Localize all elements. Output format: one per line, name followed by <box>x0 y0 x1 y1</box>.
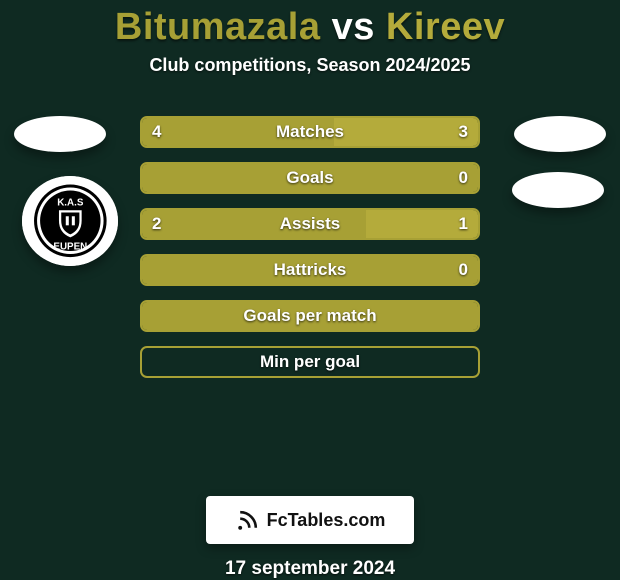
eupen-crest-icon: K.A.S EUPEN <box>22 176 118 266</box>
fctables-icon <box>235 507 261 533</box>
left-player-badge-placeholder <box>14 116 106 152</box>
stat-value-right: 3 <box>459 122 468 142</box>
subtitle: Club competitions, Season 2024/2025 <box>149 55 470 76</box>
stat-row: 2 1 Assists <box>140 208 480 240</box>
svg-text:K.A.S: K.A.S <box>57 198 84 209</box>
stat-row: Min per goal <box>140 346 480 378</box>
title-vs: vs <box>332 6 375 48</box>
stat-label: Matches <box>276 122 344 142</box>
stat-fill-right <box>334 118 478 146</box>
footer-logo-text: FcTables.com <box>267 510 386 531</box>
stat-label: Goals per match <box>243 306 376 326</box>
stat-value-left: 2 <box>152 214 161 234</box>
stat-value-right: 1 <box>459 214 468 234</box>
stat-row: 0 Hattricks <box>140 254 480 286</box>
title: Bitumazala vs Kireev <box>115 6 505 49</box>
stat-row: Goals per match <box>140 300 480 332</box>
stat-label: Assists <box>280 214 340 234</box>
date-text: 17 september 2024 <box>225 558 395 580</box>
stat-label: Min per goal <box>260 352 360 372</box>
footer-logo: FcTables.com <box>206 496 414 544</box>
stat-bars: 4 3 Matches 0 Goals 2 1 Assists 0 Hattricks Goals … <box>140 116 480 378</box>
stat-row: 4 3 Matches <box>140 116 480 148</box>
title-left-name: Bitumazala <box>115 6 321 48</box>
stat-label: Goals <box>286 168 333 188</box>
right-player-badge-placeholder <box>514 116 606 152</box>
stat-row: 0 Goals <box>140 162 480 194</box>
stage: K.A.S EUPEN 4 3 Matches 0 Goals 2 1 Assists 0 Hat… <box>0 76 620 478</box>
svg-text:EUPEN: EUPEN <box>53 242 87 253</box>
stat-value-right: 0 <box>459 260 468 280</box>
left-club-badge: K.A.S EUPEN <box>22 176 118 266</box>
right-club-badge-placeholder <box>512 172 604 208</box>
stat-value-left: 4 <box>152 122 161 142</box>
title-right-name: Kireev <box>386 6 505 48</box>
card-root: Bitumazala vs Kireev Club competitions, … <box>0 0 620 580</box>
stat-value-right: 0 <box>459 168 468 188</box>
stat-label: Hattricks <box>274 260 347 280</box>
